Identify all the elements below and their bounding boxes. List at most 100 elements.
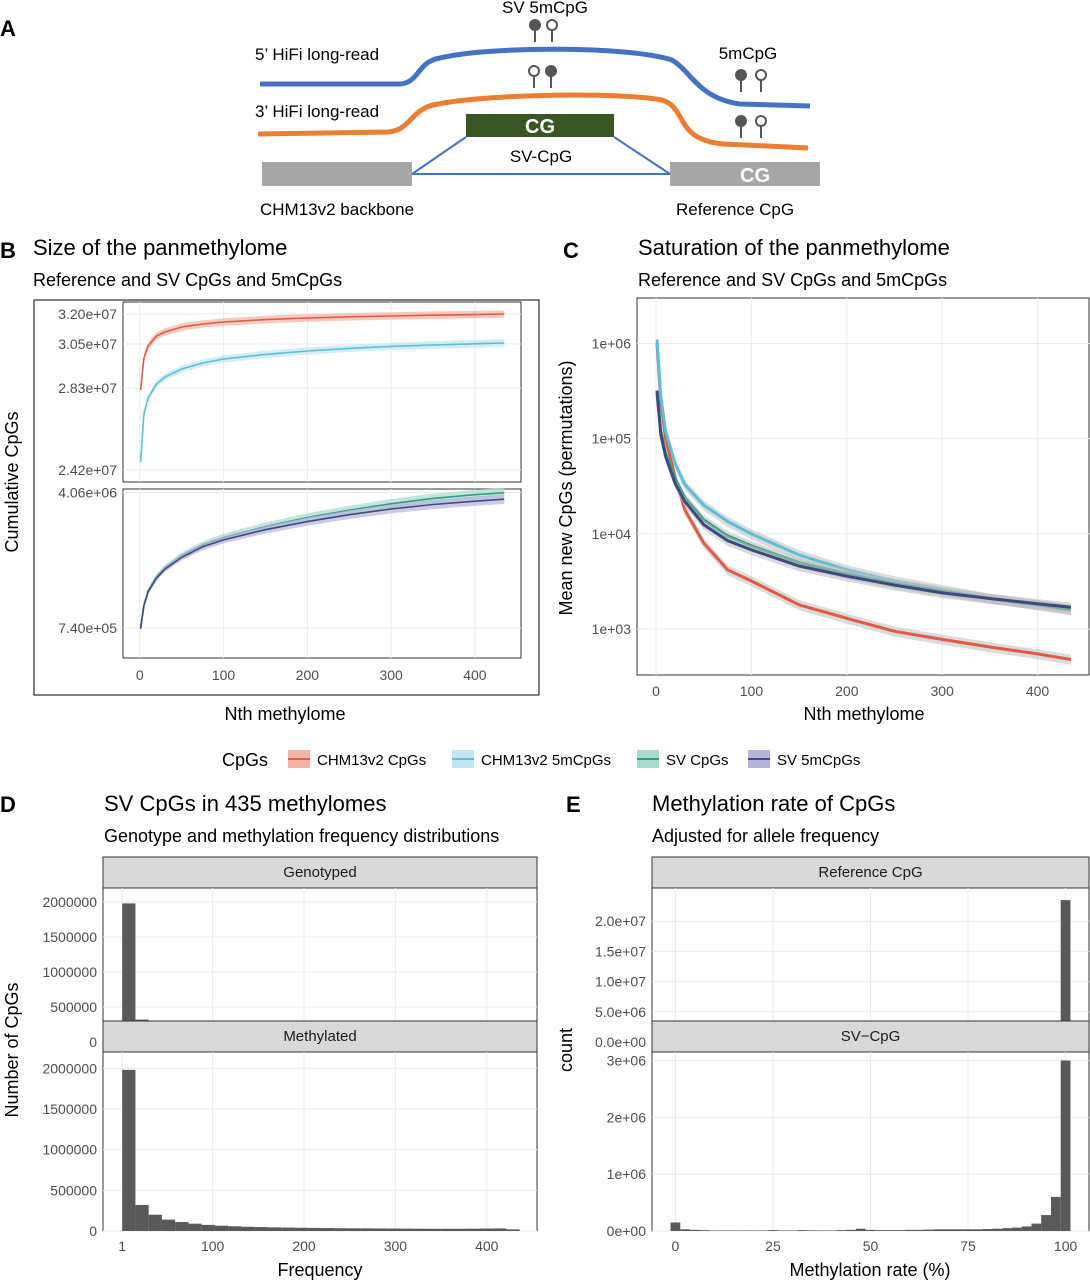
legend-title: CpGs [222,750,268,770]
facet-strip [102,856,538,889]
facet-panel [102,887,538,1043]
histogram-bar [148,1214,162,1231]
legend-label: CHM13v2 CpGs [317,752,426,769]
histogram-bar [709,1230,720,1231]
y-tick-label: 2e+06 [607,1109,647,1125]
y-tick-label: 4.06e+06 [58,485,117,501]
x-tick-label: 100 [740,683,764,699]
series-band [657,385,1071,613]
histogram-bar [1050,1196,1061,1231]
histogram-bar [122,1069,136,1231]
panel-label-d: D [0,792,16,817]
series-line [139,498,505,629]
backbone-label: CHM13v2 backbone [260,200,414,219]
chart-e-plot: Reference CpG 2.0e+07 1.5e+07 1.0e+07 5.0e+0… [595,856,1090,1254]
histogram-bar [334,1228,348,1231]
x-tick-label: 50 [863,1238,879,1254]
sv-cg-box [466,114,614,137]
x-tick-label: 100 [1054,1238,1078,1254]
x-tick-label: 0 [652,683,660,699]
reference-cg-box [670,162,820,186]
y-tick-label: 500000 [50,999,97,1015]
chart-e-title: Methylation rate of CpGs [652,791,895,816]
chart-b-title: Size of the panmethylome [33,235,287,260]
histogram-bar [1060,900,1071,1042]
chart-b-ylabel: Cumulative CpGs [2,411,22,552]
y-tick-label: 1500000 [42,1101,97,1117]
three-prime-label: 3’ HiFi long-read [255,102,379,121]
chart-b-frame [33,299,540,696]
histogram-bar [175,1222,189,1231]
facet-strip [102,1020,538,1053]
histogram-bar [982,1229,993,1231]
y-tick-label: 7.40e+05 [58,620,117,636]
histogram-bar [738,1230,749,1231]
chart-d-xlabel: Frequency [277,1260,362,1280]
histogram-bar [914,1229,925,1231]
histogram-bar [254,1227,268,1231]
histogram-bar [933,1229,944,1231]
y-tick-label: 2.0e+07 [595,913,646,929]
histogram-bar [320,1228,335,1231]
x-tick-label: 100 [201,1238,225,1254]
x-tick-label: 1 [118,1238,126,1254]
histogram-bar [846,1229,856,1231]
x-tick-label: 0 [136,667,144,683]
y-tick-label: 1e+03 [592,621,632,637]
chart-c-title: Saturation of the panmethylome [638,235,950,260]
histogram-bar [855,1228,866,1231]
x-tick-label: 400 [475,1238,499,1254]
histogram-bar [670,1222,681,1231]
panel-label-b: B [0,238,16,263]
series-line [139,313,505,391]
histogram-bar [816,1230,827,1231]
facet-panel [102,1051,538,1232]
y-tick-label: 3e+06 [607,1053,647,1069]
histogram-bar [214,1225,229,1231]
three-prime-read-line [257,92,809,151]
histogram-bar [699,1230,710,1231]
series-band [657,338,1071,665]
chart-c-xlabel: Nth methylome [803,704,924,724]
x-tick-label: 300 [930,683,954,699]
histogram-bar [387,1228,401,1231]
histogram-bar [875,1230,886,1231]
histogram-bar [453,1228,467,1231]
chart-e-xlabel: Methylation rate (%) [789,1260,950,1280]
histogram-bar [777,1230,788,1231]
y-tick-label: 1e+04 [592,526,632,542]
panel-e: E Methylation rate of CpGs Adjusted for … [556,791,1090,1280]
y-tick-label: 1.5e+07 [595,943,646,959]
chart-d-subtitle: Genotype and methylation frequency distr… [104,826,499,846]
histogram-bar [894,1230,905,1231]
chart-d-title: SV CpGs in 435 methylomes [104,791,386,816]
histogram-bar [228,1226,242,1231]
histogram-bar [440,1228,454,1231]
x-tick-label: 300 [379,667,403,683]
panel-label-c: C [563,238,579,263]
histogram-bar [1011,1227,1022,1231]
chart-c-ylabel: Mean new CpGs (permutations) [556,360,576,615]
panel-b: B Size of the panmethylome Reference and… [0,235,540,724]
series-line [655,390,1072,609]
y-tick-label: 0 [89,1223,97,1239]
five-prime-read-line [260,46,811,109]
y-tick-label: 2000000 [42,894,97,910]
histogram-bar [493,1228,507,1231]
y-tick-label: 3.20e+07 [58,306,117,322]
histogram-bar [953,1229,964,1231]
histogram-bar [943,1229,954,1231]
x-tick-label: 200 [292,1238,316,1254]
panel-a-diagram: A 5’ HiFi long-read 3’ HiFi long-read SV… [0,0,820,219]
histogram-bar [768,1230,778,1231]
y-tick-label: 1500000 [42,929,97,945]
y-tick-label: 1e+06 [607,1166,647,1182]
histogram-bar [719,1230,730,1231]
histogram-bar [267,1227,282,1231]
histogram-bar [373,1228,388,1231]
histogram-bar [347,1228,361,1231]
facet-strip-label: Methylated [283,1028,356,1045]
plot-panel [636,297,1090,676]
